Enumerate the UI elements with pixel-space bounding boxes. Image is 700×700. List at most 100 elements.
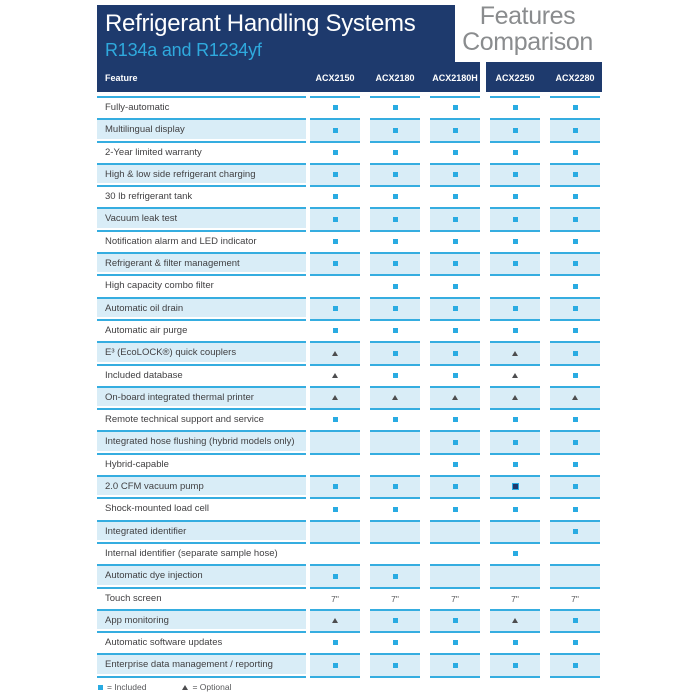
included-square-icon	[572, 283, 578, 289]
feature-cell-acx2280	[550, 318, 600, 341]
included-square-icon	[392, 172, 398, 178]
feature-cell-acx2280	[550, 118, 600, 141]
included-square-icon	[332, 573, 338, 579]
feature-label: Internal identifier (separate sample hos…	[97, 541, 306, 562]
table-row: Integrated hose flushing (hybrid models …	[97, 430, 600, 453]
feature-label: Hybrid-capable	[97, 452, 306, 473]
table-row: On-board integrated thermal printer	[97, 385, 600, 409]
table-row: Automatic air purge	[97, 318, 600, 341]
feature-cell-acx2150	[310, 140, 360, 163]
included-square-icon	[512, 216, 518, 222]
included-square-icon	[572, 462, 578, 468]
feature-cell-acx2250	[490, 207, 540, 230]
feature-label: 30 lb refrigerant tank	[97, 185, 306, 205]
included-square-icon	[512, 417, 518, 423]
included-square-icon	[392, 216, 398, 222]
included-square-icon	[572, 528, 578, 534]
feature-cell-acx2180h	[430, 653, 480, 676]
column-header-acx2280: ACX2280	[555, 73, 595, 83]
included-square-icon	[332, 640, 338, 646]
comparison-heading-line1: Features	[479, 2, 576, 30]
included-square-icon	[392, 149, 398, 155]
included-square-icon	[452, 484, 458, 490]
feature-label: Shock-mounted load cell	[97, 497, 306, 517]
feature-cell-acx2180h	[430, 118, 480, 141]
included-square-icon	[392, 662, 398, 668]
optional-triangle-icon	[332, 395, 338, 401]
table-row: Automatic dye injection	[97, 564, 600, 587]
feature-label: Notification alarm and LED indicator	[97, 229, 306, 250]
included-square-icon	[512, 172, 518, 178]
included-square-icon	[332, 484, 338, 490]
feature-cell-acx2180h	[430, 408, 480, 430]
rule-segment	[310, 675, 360, 678]
included-square-icon	[512, 506, 518, 512]
included-square-icon	[572, 484, 578, 490]
feature-cell-acx2250	[490, 519, 540, 542]
included-square-icon	[452, 239, 458, 245]
legend-optional-label: = Optional	[192, 682, 232, 692]
included-square-icon	[452, 283, 458, 289]
rule-segment	[370, 675, 420, 678]
included-square-icon	[332, 105, 338, 111]
included-square-icon	[332, 417, 338, 423]
feature-cell-acx2280	[550, 229, 600, 252]
included-square-icon	[452, 105, 458, 111]
included-square-icon	[332, 172, 338, 178]
feature-label: Included database	[97, 363, 306, 384]
rule-segment	[430, 675, 480, 678]
table-row: Enterprise data management / reporting	[97, 653, 600, 676]
feature-cell-acx2150	[310, 185, 360, 207]
feature-cell-acx2250	[490, 140, 540, 163]
optional-triangle-icon	[332, 618, 338, 624]
feature-cell-acx2180	[370, 541, 420, 564]
included-square-icon	[572, 506, 578, 512]
included-square-icon	[512, 149, 518, 155]
included-square-icon	[512, 305, 518, 311]
feature-cell-acx2280	[550, 185, 600, 207]
feature-cell-acx2250	[490, 564, 540, 587]
feature-cell-acx2250	[490, 541, 540, 564]
included-square-icon	[512, 439, 518, 445]
feature-cell-acx2250	[490, 475, 540, 498]
feature-cell-acx2250	[490, 118, 540, 141]
table-row: Integrated identifier	[97, 519, 600, 542]
included-dark-square-icon	[511, 483, 519, 491]
included-square-icon	[512, 462, 518, 468]
feature-cell-acx2180	[370, 564, 420, 587]
feature-cell-acx2180h	[430, 96, 480, 118]
table-row: 30 lb refrigerant tank	[97, 185, 600, 207]
feature-cell-acx2180	[370, 363, 420, 386]
included-square-icon	[452, 506, 458, 512]
included-square-icon	[392, 372, 398, 378]
included-square-icon	[392, 618, 398, 624]
feature-label: Enterprise data management / reporting	[97, 653, 306, 674]
included-square-icon	[392, 127, 398, 133]
feature-cell-acx2180	[370, 229, 420, 252]
included-square-icon	[332, 239, 338, 245]
feature-cell-acx2180	[370, 631, 420, 653]
feature-cell-acx2250	[490, 452, 540, 475]
included-square-icon	[572, 261, 578, 267]
included-square-icon	[332, 261, 338, 267]
feature-cell-acx2180h	[430, 296, 480, 319]
rule-segment	[550, 675, 600, 678]
optional-triangle-icon	[182, 684, 189, 690]
included-square-icon	[392, 305, 398, 311]
feature-label: On-board integrated thermal printer	[97, 385, 306, 407]
feature-label: E³ (EcoLOCK®) quick couplers	[97, 341, 306, 362]
included-square-icon	[572, 618, 578, 624]
included-square-icon	[392, 194, 398, 200]
feature-cell-acx2280	[550, 408, 600, 430]
feature-cell-acx2150	[310, 341, 360, 364]
included-square-icon	[512, 105, 518, 111]
included-square-icon	[452, 261, 458, 267]
feature-cell-acx2250	[490, 185, 540, 207]
feature-cell-acx2250	[490, 430, 540, 453]
feature-cell-acx2150	[310, 452, 360, 475]
included-square-icon	[572, 127, 578, 133]
included-square-icon	[572, 350, 578, 356]
feature-cell-acx2150	[310, 631, 360, 653]
feature-cell-acx2150	[310, 541, 360, 564]
